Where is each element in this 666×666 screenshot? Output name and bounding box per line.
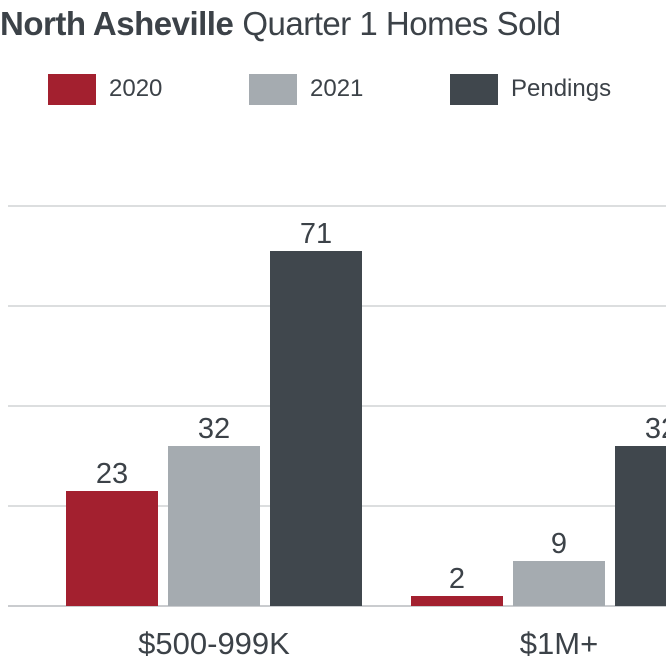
legend-item-pendings: Pendings <box>450 72 611 106</box>
legend-swatch-pendings <box>450 73 498 105</box>
data-label-2021-1: 32 <box>198 413 230 445</box>
legend-item-2020: 2020 <box>48 72 162 106</box>
x-tick-label-1: $500-999K <box>138 626 290 661</box>
x-tick-label-2: $1M+ <box>520 626 598 661</box>
legend-label-pendings: Pendings <box>511 75 612 102</box>
legend-label-2020: 2020 <box>109 75 163 102</box>
data-label-2020-1: 23 <box>96 458 128 490</box>
legend-swatch-2020 <box>48 73 96 105</box>
bar-pendings-2 <box>615 446 666 606</box>
bar-2021-1 <box>168 446 260 606</box>
bar-2021-2 <box>513 561 605 606</box>
chart-title-rest: Quarter 1 Homes Sold <box>242 5 561 42</box>
bar-pendings-1 <box>270 251 362 606</box>
legend-swatch-2021 <box>249 73 297 105</box>
data-label-2021-2: 9 <box>551 528 567 560</box>
data-label-2020-2: 2 <box>449 563 465 595</box>
legend-label-2021: 2021 <box>310 75 364 102</box>
data-label-pendings-1: 71 <box>300 218 332 250</box>
data-label-pendings-2: 32 <box>645 413 666 445</box>
legend: 2020 2021 Pendings <box>0 72 666 112</box>
bar-2020-2 <box>411 596 503 606</box>
chart-title-bold: North Asheville <box>0 5 234 42</box>
legend-item-2021: 2021 <box>249 72 363 106</box>
chart-title: North Asheville Quarter 1 Homes Sold <box>0 2 561 46</box>
bar-2020-1 <box>66 491 158 606</box>
